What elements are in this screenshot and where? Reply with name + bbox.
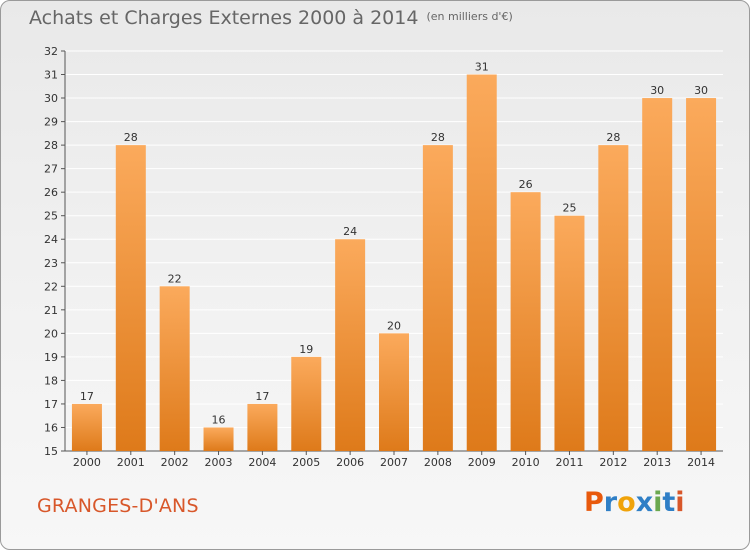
x-tick-label-2008: 2008 xyxy=(424,456,452,469)
x-tick-label-2007: 2007 xyxy=(380,456,408,469)
bar-2008 xyxy=(422,145,453,451)
x-tick-label-2014: 2014 xyxy=(687,456,715,469)
value-label-2009: 31 xyxy=(475,61,489,74)
y-tick-label: 15 xyxy=(44,445,58,458)
bar-2012 xyxy=(598,145,629,451)
bar-2009 xyxy=(466,74,497,451)
value-label-2005: 19 xyxy=(299,343,313,356)
y-tick-label: 17 xyxy=(44,398,58,411)
commune-name: GRANGES-D'ANS xyxy=(37,495,199,517)
logo-letter: r xyxy=(603,487,618,518)
logo-letter: x xyxy=(635,487,654,518)
y-tick-labels: 15 16 17 18 19 20 21 22 23 24 25 26 27 28 29 30 31 32 xyxy=(44,45,58,458)
bar-2010 xyxy=(510,192,541,452)
y-tick-label: 16 xyxy=(44,421,58,434)
y-tick-label: 19 xyxy=(44,351,58,364)
chart-title-text: Achats et Charges Externes 2000 à 2014 xyxy=(29,7,419,29)
y-tick-label: 18 xyxy=(44,374,58,387)
x-tick-label-2013: 2013 xyxy=(643,456,671,469)
y-tick-label: 28 xyxy=(44,139,58,152)
bar-2006 xyxy=(335,239,366,451)
y-tick-label: 21 xyxy=(44,304,58,317)
x-tick-label-2000: 2000 xyxy=(73,456,101,469)
bars xyxy=(71,74,717,452)
x-tick-label-2001: 2001 xyxy=(117,456,145,469)
x-tick-label-2004: 2004 xyxy=(248,456,276,469)
value-label-2001: 28 xyxy=(124,131,138,144)
bar-2007 xyxy=(379,333,409,451)
value-label-2004: 17 xyxy=(255,390,269,403)
x-tick-label-2011: 2011 xyxy=(555,456,583,469)
proxiti-logo[interactable]: Proxiti xyxy=(584,487,685,518)
chart-title: Achats et Charges Externes 2000 à 2014 (e… xyxy=(29,7,513,29)
y-tick-label: 23 xyxy=(44,257,58,270)
y-tick-label: 29 xyxy=(44,116,58,129)
logo-letter: o xyxy=(617,487,636,518)
x-tick-label-2009: 2009 xyxy=(468,456,496,469)
y-tick-label: 32 xyxy=(44,45,58,58)
value-label-2011: 25 xyxy=(562,202,576,215)
bar-2014 xyxy=(686,98,717,451)
chart-subtitle: (en milliers d'€) xyxy=(426,10,513,23)
y-tick-label: 26 xyxy=(44,186,58,199)
bar-2011 xyxy=(554,215,585,451)
bar-2005 xyxy=(291,356,322,451)
bar-2013 xyxy=(642,98,673,451)
y-tick-label: 27 xyxy=(44,163,58,176)
bar-2001 xyxy=(115,145,146,451)
value-label-2014: 30 xyxy=(694,84,708,97)
value-label-2002: 22 xyxy=(168,272,182,285)
value-label-2012: 28 xyxy=(606,131,620,144)
logo-letter: i xyxy=(675,487,685,518)
x-tick-label-2005: 2005 xyxy=(292,456,320,469)
bar-2003 xyxy=(203,427,234,451)
value-label-2008: 28 xyxy=(431,131,445,144)
logo-letter: i xyxy=(653,487,663,518)
y-tick-label: 31 xyxy=(44,69,58,82)
value-label-2010: 26 xyxy=(519,178,533,191)
logo-letter: P xyxy=(584,487,604,518)
x-tick-label-2002: 2002 xyxy=(161,456,189,469)
y-tick-label: 20 xyxy=(44,327,58,340)
y-tick-label: 24 xyxy=(44,233,58,246)
y-tick-label: 25 xyxy=(44,210,58,223)
x-tick-label-2006: 2006 xyxy=(336,456,364,469)
x-tick-label-2012: 2012 xyxy=(599,456,627,469)
bar-2000 xyxy=(71,403,102,451)
bar-2004 xyxy=(247,403,278,451)
value-label-2006: 24 xyxy=(343,225,357,238)
x-tick-labels: 2000 2001 2002 2003 2004 2005 2006 2007 2008 2009… xyxy=(73,456,715,469)
bar-2002 xyxy=(159,286,190,451)
value-label-2003: 16 xyxy=(212,413,226,426)
y-tick-label: 22 xyxy=(44,280,58,293)
logo-letter: t xyxy=(662,487,676,518)
x-tick-label-2003: 2003 xyxy=(205,456,233,469)
x-tick-label-2010: 2010 xyxy=(512,456,540,469)
value-label-2000: 17 xyxy=(80,390,94,403)
y-tick-label: 30 xyxy=(44,92,58,105)
value-label-2013: 30 xyxy=(650,84,664,97)
value-labels: 17 28 22 16 17 19 24 20 28 31 26 25 28 30 30 xyxy=(80,61,708,427)
value-label-2007: 20 xyxy=(387,319,401,332)
